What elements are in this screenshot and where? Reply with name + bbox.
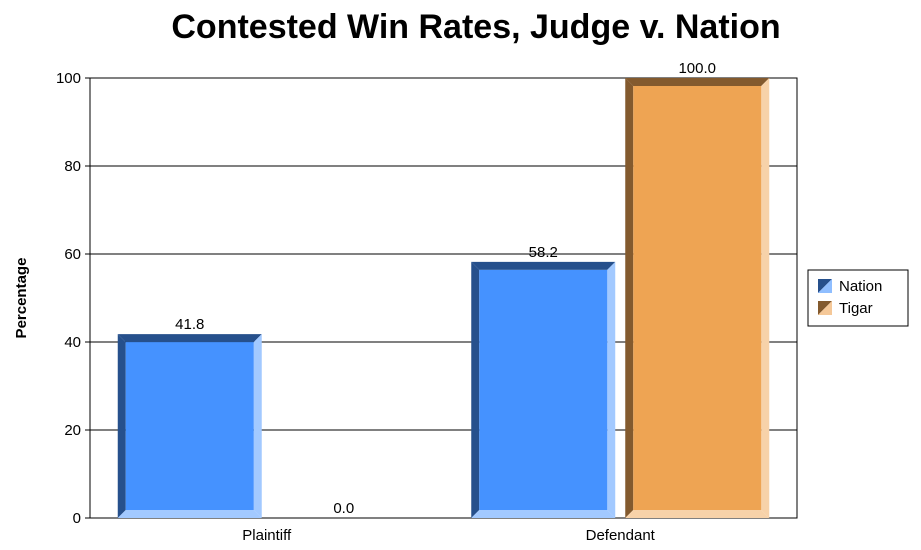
data-label: 0.0 [333, 500, 354, 517]
bar [117, 334, 262, 518]
y-tick-label: 40 [64, 334, 81, 351]
data-label: 41.8 [175, 316, 204, 333]
y-tick-label: 100 [56, 70, 81, 87]
legend-swatch [818, 279, 832, 293]
y-tick-label: 20 [64, 422, 81, 439]
x-tick-label: Plaintiff [242, 527, 292, 544]
legend-item: Nation [818, 278, 882, 295]
data-label: 58.2 [529, 244, 558, 261]
bar [625, 78, 770, 518]
chart-title: Contested Win Rates, Judge v. Nation [171, 8, 780, 46]
bar [471, 261, 616, 518]
legend-label: Nation [839, 278, 882, 295]
y-tick-label: 0 [73, 510, 81, 527]
y-axis-ticks: 0 20 40 60 80 100 [56, 70, 90, 527]
data-label: 100.0 [678, 60, 716, 77]
legend-swatch [818, 301, 832, 315]
y-tick-label: 80 [64, 158, 81, 175]
bars: 41.8 0.0 58.2 100.0 [117, 60, 770, 518]
x-axis-ticks: Plaintiff Defendant [242, 527, 655, 544]
legend: Nation Tigar [807, 269, 909, 327]
legend-label: Tigar [839, 300, 873, 317]
y-axis-title: Percentage [13, 258, 30, 339]
legend-item: Tigar [818, 300, 873, 317]
x-tick-label: Defendant [586, 527, 656, 544]
y-tick-label: 60 [64, 246, 81, 263]
